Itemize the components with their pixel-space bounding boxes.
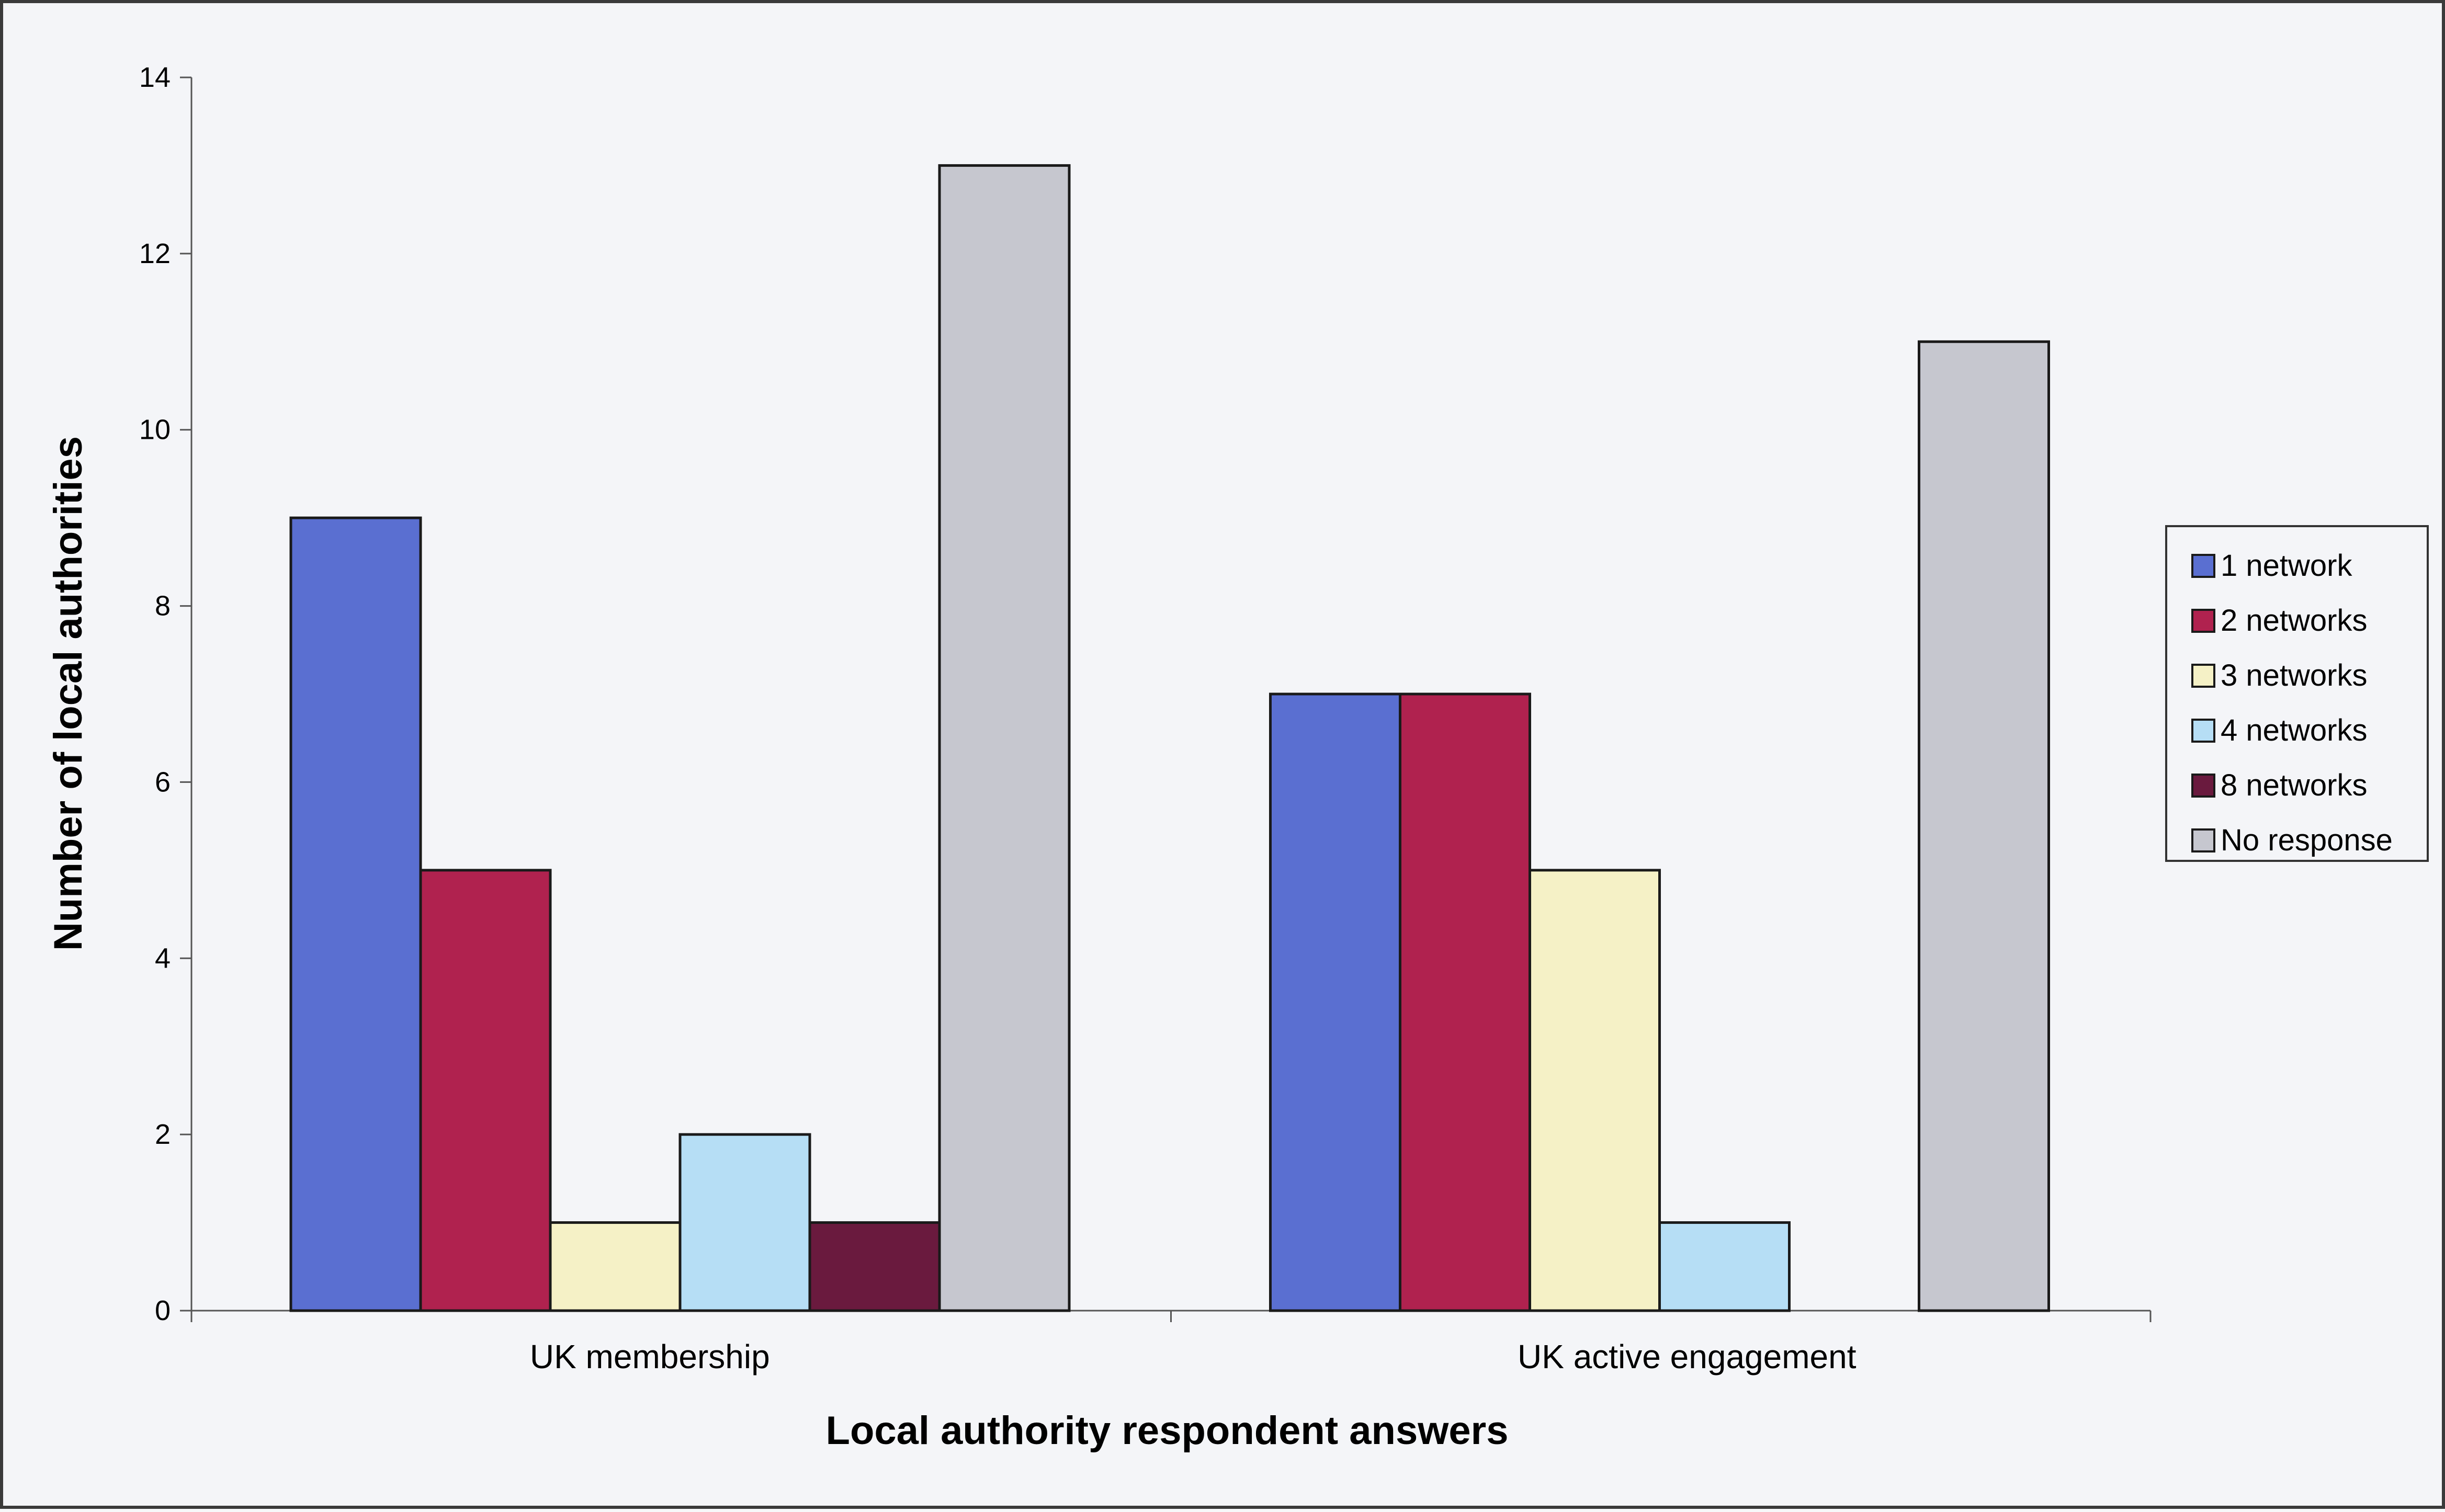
- y-tick-label: 2: [155, 1119, 171, 1150]
- bar-3-networks: [549, 1221, 682, 1312]
- bar-3-networks: [1529, 869, 1661, 1312]
- legend-label: 3 networks: [2221, 658, 2367, 692]
- legend-label: 4 networks: [2221, 713, 2367, 747]
- legend-swatch: [2191, 828, 2215, 852]
- bar-1-network: [1269, 692, 1401, 1312]
- x-axis-title: Local authority respondent answers: [826, 1408, 1509, 1453]
- bar-2-networks: [419, 869, 552, 1312]
- legend-swatch: [2191, 609, 2215, 633]
- legend-swatch: [2191, 719, 2215, 743]
- bar-4-networks: [678, 1133, 811, 1312]
- legend-box: [2165, 525, 2429, 862]
- y-tick-label: 0: [155, 1295, 171, 1326]
- legend-swatch: [2191, 664, 2215, 688]
- bar-4-networks: [1658, 1221, 1791, 1312]
- legend-swatch: [2191, 554, 2215, 578]
- bar-no-response: [938, 164, 1071, 1312]
- legend: 1 network 2 networks 3 networks 4 networks 8…: [2165, 525, 2429, 862]
- y-tick-label: 10: [139, 414, 171, 446]
- bar-no-response: [1918, 340, 2050, 1312]
- legend-label: No response: [2221, 823, 2393, 857]
- x-category-label: UK active engagement: [1518, 1338, 1857, 1375]
- legend-label: 2 networks: [2221, 604, 2367, 638]
- legend-swatch: [2191, 774, 2215, 798]
- y-tick-label: 4: [155, 942, 171, 974]
- y-tick-label: 8: [155, 590, 171, 622]
- y-axis-title: Number of local authorities: [46, 436, 90, 951]
- bar-8-networks: [808, 1221, 941, 1312]
- legend-label: 1 network: [2221, 549, 2352, 583]
- bar-chart: 0 2 4 6 8 10 12 14 UK membership UK active engage…: [46, 62, 2429, 1453]
- bar-1-network: [289, 516, 422, 1312]
- bar-2-networks: [1399, 692, 1531, 1312]
- y-tick-label: 14: [139, 62, 171, 93]
- y-tick-label: 12: [139, 238, 171, 269]
- y-tick-label: 6: [155, 766, 171, 798]
- x-category-label: UK membership: [530, 1338, 770, 1375]
- legend-label: 8 networks: [2221, 768, 2367, 802]
- plot-area: 0 2 4 6 8 10 12 14 UK membership UK active engage…: [139, 62, 2152, 1375]
